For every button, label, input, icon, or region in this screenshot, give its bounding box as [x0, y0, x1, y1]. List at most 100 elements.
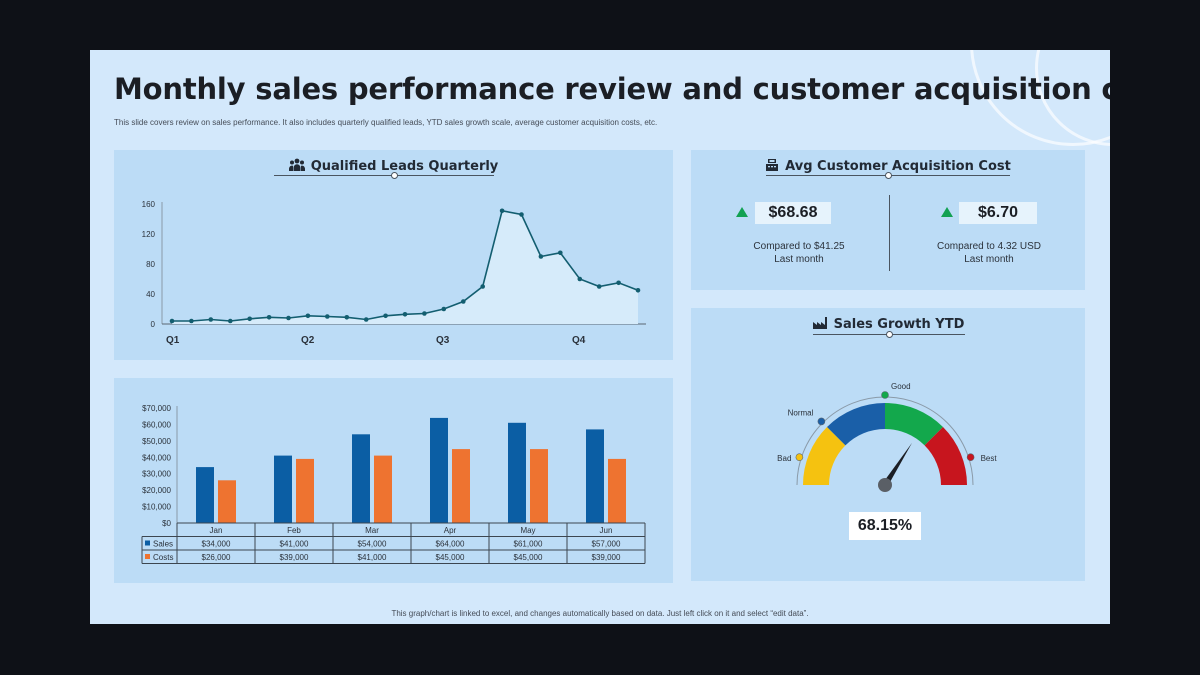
- sales-bar: [352, 434, 370, 523]
- table-cell: $26,000: [202, 553, 231, 562]
- factory-icon: [812, 316, 828, 334]
- table-cell: $39,000: [280, 553, 309, 562]
- leads-panel: Qualified Leads Quarterly 0 40 80 120 160 Q1 Q…: [114, 150, 673, 360]
- table-cell: $57,000: [592, 540, 621, 549]
- page-subtitle: This slide covers review on sales perfor…: [114, 118, 658, 127]
- cac-panel: Avg Customer Acquisition Cost $68.68 Com…: [691, 150, 1085, 290]
- leads-data-point: [208, 317, 214, 322]
- page-title: Monthly sales performance review and cus…: [114, 72, 1110, 106]
- sales-bar: [430, 417, 448, 523]
- leads-data-point: [169, 318, 175, 324]
- y-tick-label: 160: [142, 200, 156, 209]
- sales-growth-gauge: Bad Normal Good Best: [777, 382, 998, 492]
- leads-data-point: [189, 318, 194, 324]
- category-label: Jan: [210, 526, 223, 535]
- slide: Monthly sales performance review and cus…: [90, 50, 1110, 624]
- gauge-band-normal: [827, 403, 885, 446]
- gauge-marker-best: [966, 453, 975, 461]
- y-tick-label: $20,000: [142, 486, 171, 495]
- cac-title-text: Avg Customer Acquisition Cost: [785, 159, 1011, 174]
- gauge-label-normal: Normal: [788, 408, 814, 417]
- category-label: Apr: [444, 526, 457, 535]
- leads-data-point: [616, 280, 621, 286]
- table-cell: $54,000: [358, 540, 387, 549]
- leads-data-point: [480, 284, 486, 289]
- table-cell: $61,000: [514, 540, 543, 549]
- gauge-needle: [882, 442, 912, 487]
- sales-legend-key: [145, 540, 150, 546]
- costs-bar: [218, 480, 236, 523]
- leads-data-point: [577, 276, 583, 282]
- kpi-period-text: Last month: [964, 254, 1014, 265]
- leads-data-point: [402, 312, 408, 317]
- table-cell: $39,000: [592, 553, 621, 562]
- sales-bar: [508, 422, 526, 523]
- costs-bar: [530, 449, 548, 523]
- costs-bar: [374, 455, 392, 523]
- leads-data-point: [286, 315, 291, 321]
- gauge-marker-good: [881, 391, 889, 399]
- sales-bar: [196, 467, 214, 523]
- kpi-comparison: Compared to $41.25 Last month: [719, 240, 879, 266]
- leads-data-point: [266, 315, 272, 320]
- y-tick-label: 80: [146, 260, 155, 269]
- gauge-value: 68.15%: [849, 512, 921, 540]
- cash-register-icon: [765, 158, 779, 176]
- leads-title-text: Qualified Leads Quarterly: [310, 159, 499, 174]
- title-underline: [274, 175, 494, 176]
- gauge-band-bad: [803, 427, 846, 485]
- gauge-label-bad: Bad: [777, 454, 791, 463]
- cac-panel-title: Avg Customer Acquisition Cost: [691, 158, 1085, 176]
- gauge-needle-hub: [878, 478, 892, 492]
- leads-data-point: [635, 288, 641, 293]
- kpi-value: $68.68: [755, 202, 831, 224]
- table-cell: $45,000: [436, 553, 465, 562]
- leads-data-point: [325, 314, 330, 319]
- y-tick-label: $60,000: [142, 420, 171, 429]
- y-tick-label: $0: [162, 519, 171, 528]
- gauge-band-good: [885, 403, 943, 446]
- sales-bar: [586, 429, 604, 523]
- sales-costs-panel: $0 $10,000 $20,000 $30,000 $40,000 $50,000 $60…: [114, 378, 673, 583]
- costs-bar: [452, 449, 470, 523]
- series-name: Costs: [153, 553, 173, 562]
- kpi-compare-text: Compared to $41.25: [753, 241, 845, 252]
- y-tick-label: $30,000: [142, 470, 171, 479]
- x-tick-label: Q4: [572, 335, 586, 346]
- kpi-divider: [889, 195, 890, 271]
- category-label: Jun: [600, 526, 613, 535]
- costs-legend-key: [145, 554, 150, 559]
- table-cell: $41,000: [358, 553, 387, 562]
- kpi-period-text: Last month: [774, 254, 824, 265]
- gauge-label-best: Best: [981, 454, 998, 463]
- table-cell: $64,000: [436, 540, 465, 549]
- leads-data-point: [422, 311, 427, 316]
- leads-data-point: [228, 318, 233, 324]
- leads-data-point: [305, 313, 311, 319]
- series-name: Sales: [153, 540, 173, 549]
- category-label: May: [520, 526, 535, 535]
- sales-costs-bar-chart: $0 $10,000 $20,000 $30,000 $40,000 $50,000 $60…: [141, 404, 646, 564]
- gauge-marker-normal: [817, 417, 826, 426]
- growth-panel: Sales Growth YTD Bad Normal Good Best 68.15…: [691, 308, 1085, 581]
- leads-data-point: [363, 317, 369, 322]
- growth-title-text: Sales Growth YTD: [833, 317, 965, 332]
- costs-bar: [296, 458, 314, 523]
- footer-note: This graph/chart is linked to excel, and…: [391, 609, 809, 618]
- leads-data-point: [461, 299, 466, 304]
- leads-data-point: [383, 313, 388, 319]
- kpi-compare-text: Compared to 4.32 USD: [937, 241, 1041, 252]
- trend-up-icon: [941, 207, 953, 217]
- leads-data-point: [596, 284, 602, 289]
- title-underline-dot: [391, 172, 398, 179]
- x-tick-label: Q3: [436, 335, 450, 346]
- gauge-band-best: [924, 427, 967, 485]
- sales-bar: [274, 455, 292, 523]
- y-tick-label: 120: [142, 230, 156, 239]
- leads-area-fill: [172, 210, 638, 324]
- gauge-marker-bad: [795, 453, 804, 461]
- y-tick-label: 0: [151, 320, 156, 329]
- growth-panel-title: Sales Growth YTD: [691, 316, 1085, 334]
- leads-data-point: [558, 250, 563, 256]
- table-cell: $45,000: [514, 553, 543, 562]
